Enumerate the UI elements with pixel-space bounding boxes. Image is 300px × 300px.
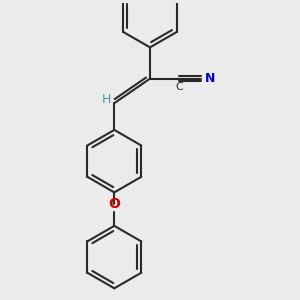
Text: O: O (108, 196, 120, 211)
Text: N: N (205, 72, 215, 85)
Text: H: H (102, 93, 111, 106)
Text: C: C (175, 82, 183, 92)
